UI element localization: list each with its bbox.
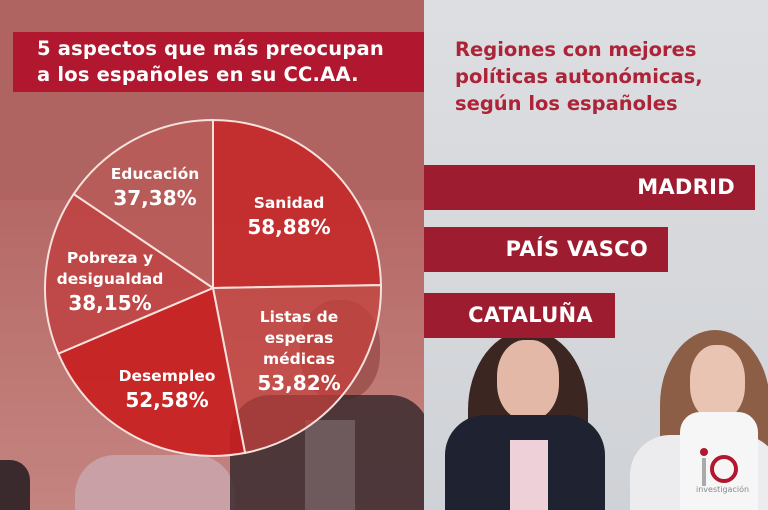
logo-i-dot: [700, 448, 708, 456]
photo-woman1-face: [497, 340, 559, 420]
region-bar-cataluna: CATALUÑA: [424, 293, 615, 338]
label-educacion: Educación 37,38%: [110, 165, 200, 210]
logo-o-ring: [710, 455, 738, 483]
photo-woman2-face: [690, 345, 745, 420]
slice-listas-espera: [211, 284, 382, 455]
slice-educacion: [72, 118, 214, 290]
label-pobreza: Pobreza y desigualdad 38,15%: [56, 249, 164, 315]
region-bar-pais-vasco: PAÍS VASCO: [424, 227, 668, 272]
label-sanidad: Sanidad 58,88%: [247, 194, 331, 239]
logo-i-stem: [702, 458, 706, 486]
slice-sanidad: [212, 118, 382, 290]
left-panel: 5 aspectos que más preocupan a los españ…: [0, 0, 424, 510]
logo-subtitle: investigación: [696, 485, 750, 494]
pie-chart: [44, 118, 382, 457]
title-line-2: a los españoles en su CC.AA.: [37, 63, 359, 86]
label-desempleo: Desempleo 52,58%: [118, 367, 216, 412]
photo-person-phone: [75, 455, 235, 510]
slice-desempleo: [57, 286, 247, 457]
title-line-1: 5 aspectos que más preocupan: [37, 37, 384, 60]
pie-chart-title: 5 aspectos que más preocupan a los españ…: [13, 32, 424, 92]
photo-woman1-shirt: [510, 440, 548, 510]
photo-person-edge: [0, 460, 30, 510]
io-investigacion-logo: investigación: [696, 445, 760, 495]
photo-man-shirt: [305, 420, 355, 510]
label-listas-espera: Listas de esperas médicas 53,82%: [257, 308, 341, 395]
slice-pobreza: [44, 192, 216, 355]
region-bar-madrid: MADRID: [424, 165, 755, 210]
regions-title: Regiones con mejores políticas autonómic…: [455, 38, 703, 115]
